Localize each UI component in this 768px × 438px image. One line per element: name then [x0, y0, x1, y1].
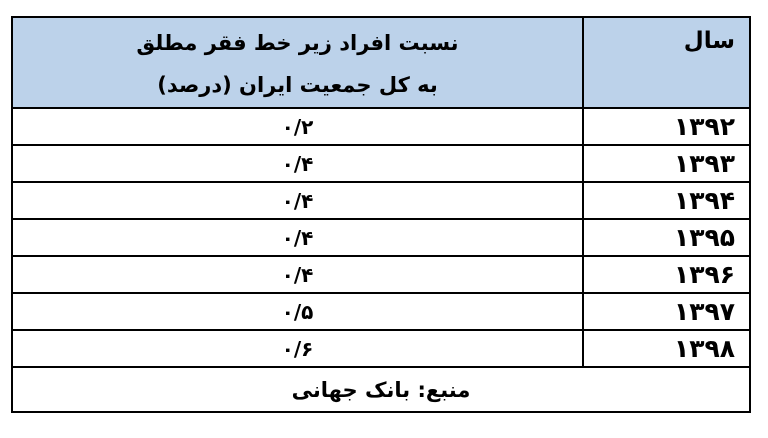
header-ratio-line2: به کل جمعیت ایران (درصد)	[157, 73, 438, 97]
year-cell: ۱۳۹۲	[582, 107, 751, 146]
ratio-cell: ۰/۴	[11, 218, 584, 257]
source-cell: منبع: بانک جهانی	[11, 366, 751, 413]
year-cell: ۱۳۹۵	[582, 218, 751, 257]
table-row: ۱۳۹۷ ۰/۵	[11, 292, 751, 331]
year-cell: ۱۳۹۷	[582, 292, 751, 331]
ratio-cell: ۰/۴	[11, 255, 584, 294]
header-ratio-cell: نسبت افراد زیر خط فقر مطلق به کل جمعیت ا…	[11, 16, 584, 109]
table-header-row: سال نسبت افراد زیر خط فقر مطلق به کل جمع…	[11, 16, 751, 109]
year-cell: ۱۳۹۶	[582, 255, 751, 294]
table-row: ۱۳۹۵ ۰/۴	[11, 218, 751, 257]
table-row: ۱۳۹۴ ۰/۴	[11, 181, 751, 220]
table-row: ۱۳۹۲ ۰/۲	[11, 107, 751, 146]
ratio-cell: ۰/۵	[11, 292, 584, 331]
header-ratio-line1: نسبت افراد زیر خط فقر مطلق	[136, 31, 459, 55]
ratio-cell: ۰/۴	[11, 181, 584, 220]
ratio-cell: ۰/۴	[11, 144, 584, 183]
year-cell: ۱۳۹۴	[582, 181, 751, 220]
header-year-cell: سال	[582, 16, 751, 109]
year-cell: ۱۳۹۳	[582, 144, 751, 183]
ratio-cell: ۰/۲	[11, 107, 584, 146]
table-row: ۱۳۹۳ ۰/۴	[11, 144, 751, 183]
poverty-rate-table: سال نسبت افراد زیر خط فقر مطلق به کل جمع…	[11, 16, 751, 413]
table-footer-row: منبع: بانک جهانی	[11, 366, 751, 413]
year-cell: ۱۳۹۸	[582, 329, 751, 368]
ratio-cell: ۰/۶	[11, 329, 584, 368]
table-row: ۱۳۹۸ ۰/۶	[11, 329, 751, 368]
table-row: ۱۳۹۶ ۰/۴	[11, 255, 751, 294]
